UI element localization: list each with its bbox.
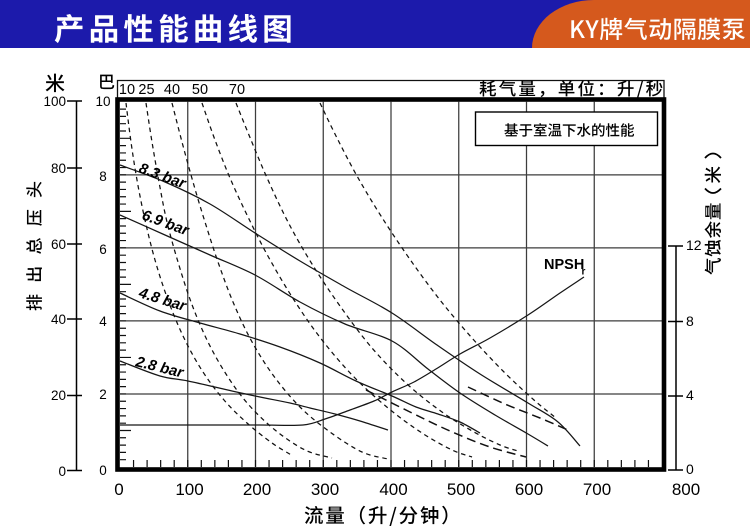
svg-text:50: 50 (192, 82, 208, 98)
svg-text:700: 700 (583, 480, 611, 499)
svg-text:4: 4 (99, 314, 107, 329)
svg-text:0: 0 (99, 463, 107, 478)
svg-text:25: 25 (138, 82, 154, 98)
svg-text:100: 100 (175, 480, 203, 499)
svg-text:10: 10 (95, 94, 110, 109)
svg-text:0: 0 (686, 461, 694, 477)
svg-text:8.3 bar: 8.3 bar (137, 160, 189, 193)
svg-text:0: 0 (114, 480, 123, 499)
svg-text:500: 500 (447, 480, 475, 499)
svg-text:80: 80 (51, 161, 66, 176)
svg-text:100: 100 (43, 94, 66, 109)
svg-text:2.8 bar: 2.8 bar (133, 353, 186, 382)
svg-text:2: 2 (99, 387, 107, 402)
svg-text:200: 200 (243, 480, 271, 499)
svg-text:NPSH: NPSH (544, 257, 584, 273)
svg-text:6: 6 (99, 242, 107, 257)
svg-text:4: 4 (686, 387, 694, 403)
svg-text:60: 60 (51, 237, 66, 252)
svg-text:12: 12 (686, 237, 702, 253)
svg-text:400: 400 (379, 480, 407, 499)
svg-text:70: 70 (229, 82, 245, 98)
svg-text:10: 10 (119, 82, 135, 98)
svg-text:4.8 bar: 4.8 bar (136, 284, 189, 315)
svg-text:8: 8 (99, 169, 107, 184)
svg-text:300: 300 (311, 480, 339, 499)
svg-text:40: 40 (51, 312, 66, 327)
svg-text:40: 40 (164, 82, 180, 98)
svg-text:0: 0 (58, 464, 66, 479)
svg-text:r: r (582, 267, 586, 278)
svg-text:20: 20 (51, 388, 66, 403)
svg-text:8: 8 (686, 313, 694, 329)
svg-text:800: 800 (672, 480, 700, 499)
svg-text:600: 600 (515, 480, 543, 499)
